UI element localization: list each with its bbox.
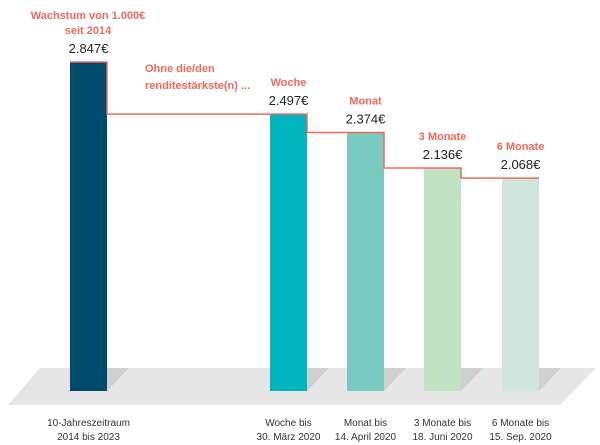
bar-header: 6 Monate	[497, 141, 545, 153]
x-tick-label: Monat bis	[344, 418, 387, 429]
data-label: 2.374€	[346, 111, 387, 126]
bar-header: Monat	[349, 95, 382, 107]
bar-4	[424, 167, 461, 391]
data-label: 2.497€	[269, 93, 310, 108]
bar-1	[70, 62, 107, 391]
x-tick-label: 6 Monate bis	[492, 418, 549, 429]
bar-header: 3 Monate	[419, 131, 467, 143]
bar-shadow	[384, 368, 406, 391]
x-tick-label: 10-Jahreszeitraum	[47, 418, 130, 429]
x-tick-label: 14. April 2020	[335, 432, 397, 443]
x-tick-label: 3 Monate bis	[414, 418, 471, 429]
x-tick-label: 2014 bis 2023	[57, 432, 120, 443]
x-tick-label: 30. März 2020	[257, 432, 321, 443]
data-label: 2.847€	[69, 41, 110, 56]
step-line	[70, 61, 539, 179]
annotation: Ohne die/den	[145, 63, 215, 75]
annotation: renditestärkste(n) ...	[145, 80, 250, 92]
data-label: 2.136€	[423, 147, 464, 162]
bar-2	[270, 114, 307, 392]
x-tick-label: Woche bis	[265, 418, 312, 429]
chart-title: Wachstum von 1.000€	[31, 10, 146, 22]
bar-shadow	[107, 368, 129, 391]
data-label: 2.068€	[501, 157, 542, 172]
chart-title: seit 2014	[65, 25, 112, 37]
bar-5	[502, 178, 539, 391]
x-tick-label: 18. Juni 2020	[412, 432, 472, 443]
bar-header: Woche	[271, 77, 307, 89]
x-tick-label: 15. Sep. 2020	[489, 432, 552, 443]
bar-shadow	[307, 368, 329, 391]
bar-3	[347, 132, 384, 392]
bar-shadow	[539, 368, 561, 391]
bar-shadow	[461, 368, 483, 391]
